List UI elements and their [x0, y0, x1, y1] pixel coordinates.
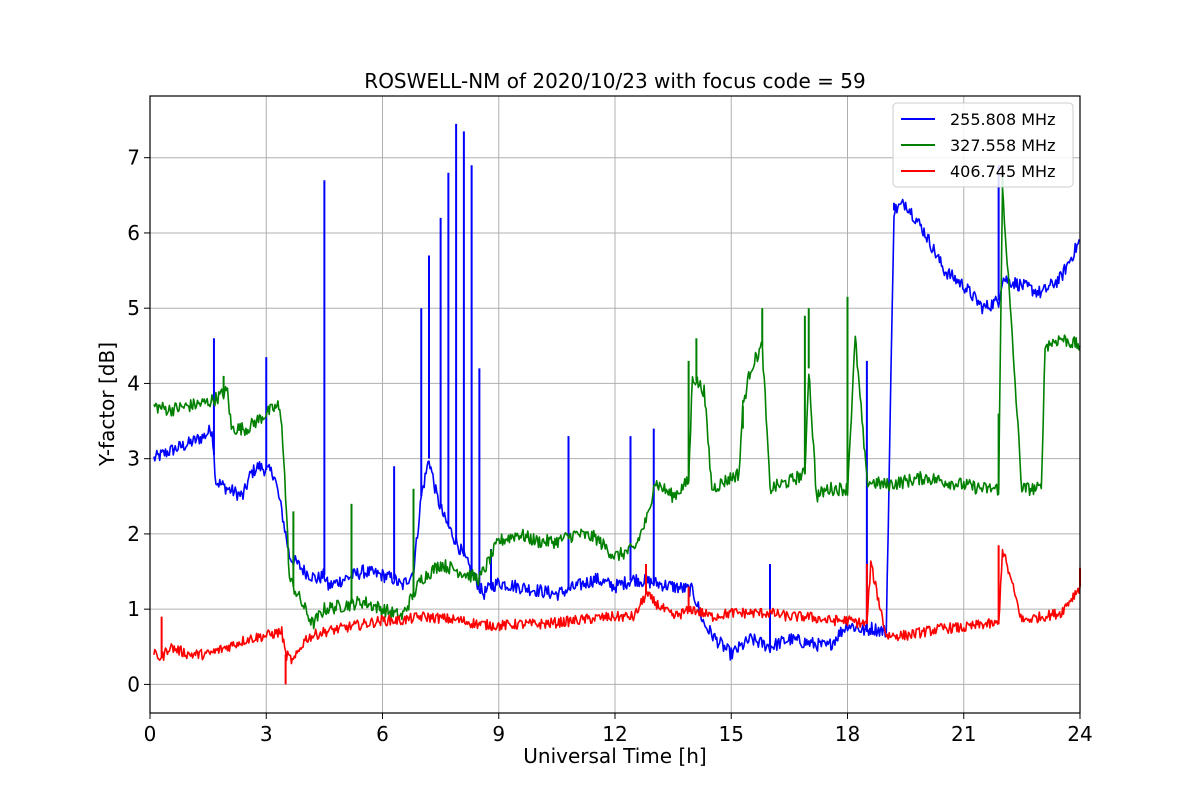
series-line-0 — [153, 198, 1081, 661]
y-tick-label: 6 — [127, 221, 140, 245]
x-tick-label: 24 — [1067, 722, 1092, 746]
series-1 — [153, 165, 1081, 630]
legend-label: 255.808 MHz — [950, 110, 1055, 129]
y-tick-label: 5 — [127, 296, 140, 320]
legend-label: 406.745 MHz — [950, 162, 1055, 181]
x-tick-label: 12 — [602, 722, 627, 746]
y-tick-label: 4 — [127, 371, 140, 395]
x-tick-label: 6 — [376, 722, 389, 746]
y-axis-label: Y-factor [dB] — [95, 342, 119, 467]
x-tick-label: 0 — [144, 722, 157, 746]
y-tick-label: 0 — [127, 672, 140, 696]
x-tick-label: 3 — [260, 722, 273, 746]
x-tick-label: 21 — [951, 722, 976, 746]
series-layer — [153, 123, 1081, 685]
series-0 — [153, 123, 1081, 661]
x-tick-label: 9 — [492, 722, 505, 746]
series-line-2 — [153, 548, 1081, 665]
x-axis-label: Universal Time [h] — [523, 744, 706, 768]
legend: 255.808 MHz 327.558 MHz 406.745 MHz — [892, 102, 1074, 188]
y-tick-label: 2 — [127, 522, 140, 546]
y-tick-label: 3 — [127, 447, 140, 471]
series-2 — [153, 545, 1081, 685]
legend-label: 327.558 MHz — [950, 136, 1055, 155]
legend-box — [892, 102, 1074, 188]
y-tick-label: 7 — [127, 146, 140, 170]
y-tick-label: 1 — [127, 597, 140, 621]
x-tick-label: 18 — [835, 722, 860, 746]
chart-title: ROSWELL-NM of 2020/10/23 with focus code… — [364, 69, 865, 93]
x-tick-label: 15 — [719, 722, 744, 746]
series-line-1 — [153, 186, 1081, 630]
